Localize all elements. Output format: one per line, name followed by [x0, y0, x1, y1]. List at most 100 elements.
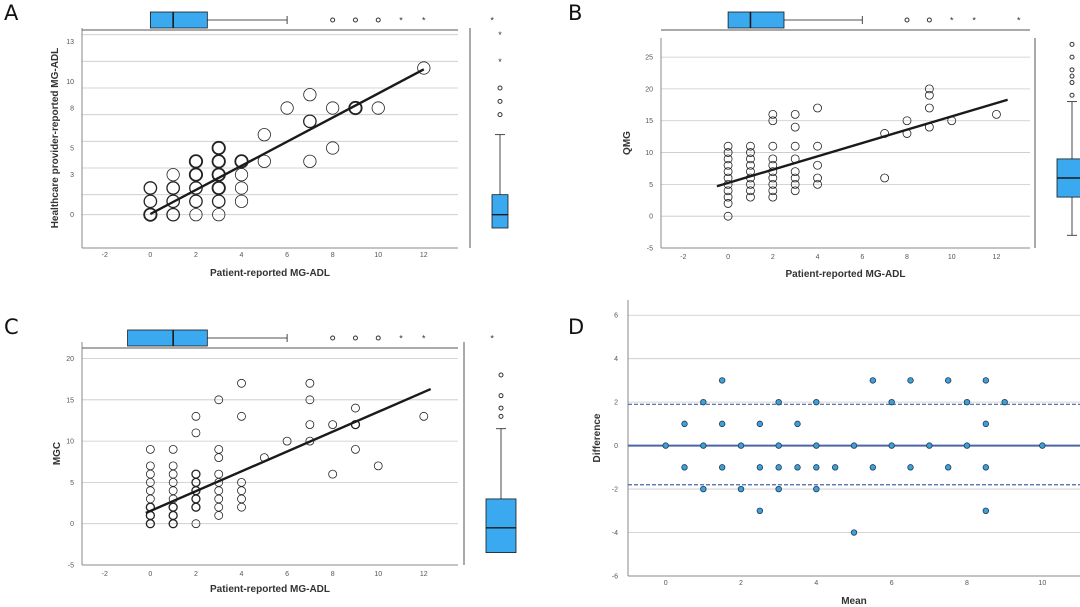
y-tick-label-b-6: 25	[645, 55, 653, 62]
data-point-c-19	[191, 502, 201, 512]
x-tick-label-b-0: -2	[680, 254, 686, 261]
panel-label-a: A	[4, 1, 19, 25]
data-point-b-49	[924, 90, 934, 100]
data-point-a-26	[303, 114, 317, 129]
data-point-b-31	[790, 179, 800, 189]
data-point-a-5	[166, 181, 181, 195]
x-tick-label-d-2: 4	[814, 580, 818, 587]
y-tick-label-d-3: 0	[614, 443, 618, 450]
data-point-b-13	[746, 179, 755, 189]
data-point-b-6	[723, 167, 733, 177]
data-point-a-6	[166, 168, 180, 182]
data-point-c-28	[214, 494, 224, 504]
top-box-outlier-b-1	[926, 17, 932, 23]
data-point-d-27	[869, 377, 877, 384]
data-point-c-7	[145, 461, 155, 471]
data-point-a-23	[257, 128, 271, 142]
data-point-b-36	[790, 122, 800, 132]
data-point-a-20	[234, 168, 249, 182]
x-tick-label-b-1: 0	[726, 254, 730, 261]
data-point-b-33	[790, 167, 800, 177]
data-point-b-0	[723, 211, 733, 221]
data-point-b-5	[723, 173, 733, 183]
y-tick-label-b-1: 0	[649, 214, 653, 221]
panel-label-b: B	[568, 1, 583, 25]
data-point-b-21	[768, 186, 778, 196]
data-point-b-39	[813, 173, 822, 183]
top-box-extreme-b-2: *	[950, 16, 954, 26]
data-point-c-32	[214, 453, 224, 463]
data-point-d-10	[737, 485, 745, 493]
data-point-d-43	[1039, 442, 1046, 449]
x-tick-label-d-4: 8	[965, 580, 969, 587]
data-point-b-29	[768, 109, 778, 119]
data-point-b-7	[723, 160, 733, 170]
data-point-a-24	[280, 101, 294, 115]
data-point-d-13	[756, 507, 764, 515]
data-point-c-6	[145, 469, 155, 479]
data-point-c-4	[145, 486, 155, 496]
data-point-c-36	[237, 494, 246, 504]
data-point-d-20	[813, 398, 820, 406]
data-point-b-46	[902, 116, 912, 126]
top-box-extreme-c-5: *	[490, 334, 494, 344]
x-tick-label-a-0: -2	[102, 252, 108, 259]
x-tick-label-a-4: 6	[285, 252, 289, 259]
top-box-outlier-c-2	[375, 335, 381, 341]
data-point-d-11	[756, 420, 764, 428]
x-axis-title-b: Patient-reported MG-ADL	[786, 269, 906, 280]
data-point-a-4	[166, 194, 181, 209]
data-point-b-40	[813, 160, 822, 170]
y-tick-label-d-4: 2	[614, 400, 618, 407]
data-point-d-32	[907, 464, 914, 471]
data-point-b-23	[768, 173, 778, 183]
data-point-c-25	[191, 411, 201, 421]
data-point-c-52	[373, 461, 383, 471]
data-point-c-51	[351, 403, 360, 413]
x-tick-label-b-4: 6	[860, 254, 864, 261]
y-tick-label-a-5: 13	[66, 39, 74, 46]
data-point-b-41	[813, 141, 822, 151]
top-box-outlier-c-0	[330, 335, 336, 341]
data-point-d-22	[813, 464, 820, 471]
data-point-c-3	[145, 494, 155, 504]
x-tick-label-c-0: -2	[102, 571, 108, 578]
data-point-a-11	[188, 154, 204, 169]
data-point-c-42	[282, 436, 292, 446]
data-point-c-53	[419, 411, 429, 421]
data-point-c-29	[214, 486, 224, 496]
data-point-b-32	[790, 173, 800, 183]
data-point-b-2	[723, 192, 733, 202]
x-axis-title-d: Mean	[841, 596, 867, 607]
data-point-c-20	[191, 494, 201, 504]
data-point-d-31	[907, 377, 914, 384]
data-point-b-50	[924, 84, 934, 94]
right-box-outlier-a-2	[497, 85, 503, 91]
data-point-d-28	[869, 464, 877, 471]
x-tick-label-a-6: 10	[374, 252, 382, 259]
data-point-b-10	[723, 141, 733, 151]
data-point-b-30	[790, 186, 800, 196]
data-point-d-35	[944, 464, 952, 471]
data-point-c-27	[214, 502, 224, 512]
y-tick-label-b-3: 10	[645, 150, 653, 157]
y-tick-label-a-1: 3	[70, 172, 74, 179]
data-point-c-33	[214, 444, 224, 454]
top-box-outlier-a-1	[352, 17, 358, 23]
data-point-c-37	[237, 486, 246, 496]
data-point-d-41	[982, 507, 990, 515]
right-box-outlier-a-0	[497, 112, 503, 118]
y-tick-label-d-1: -4	[612, 530, 618, 537]
x-tick-label-a-3: 4	[240, 252, 244, 259]
top-box-a	[149, 11, 208, 29]
data-point-a-31	[371, 101, 385, 115]
data-point-a-17	[211, 140, 226, 156]
x-tick-label-a-7: 12	[420, 252, 428, 259]
data-point-d-3	[700, 398, 707, 406]
data-point-d-40	[982, 464, 990, 471]
right-box-outlier-c-3	[498, 372, 504, 378]
x-tick-label-a-2: 2	[194, 252, 198, 259]
x-tick-label-c-2: 2	[194, 571, 198, 578]
x-tick-label-c-7: 12	[420, 571, 428, 578]
x-tick-label-d-0: 0	[664, 580, 668, 587]
